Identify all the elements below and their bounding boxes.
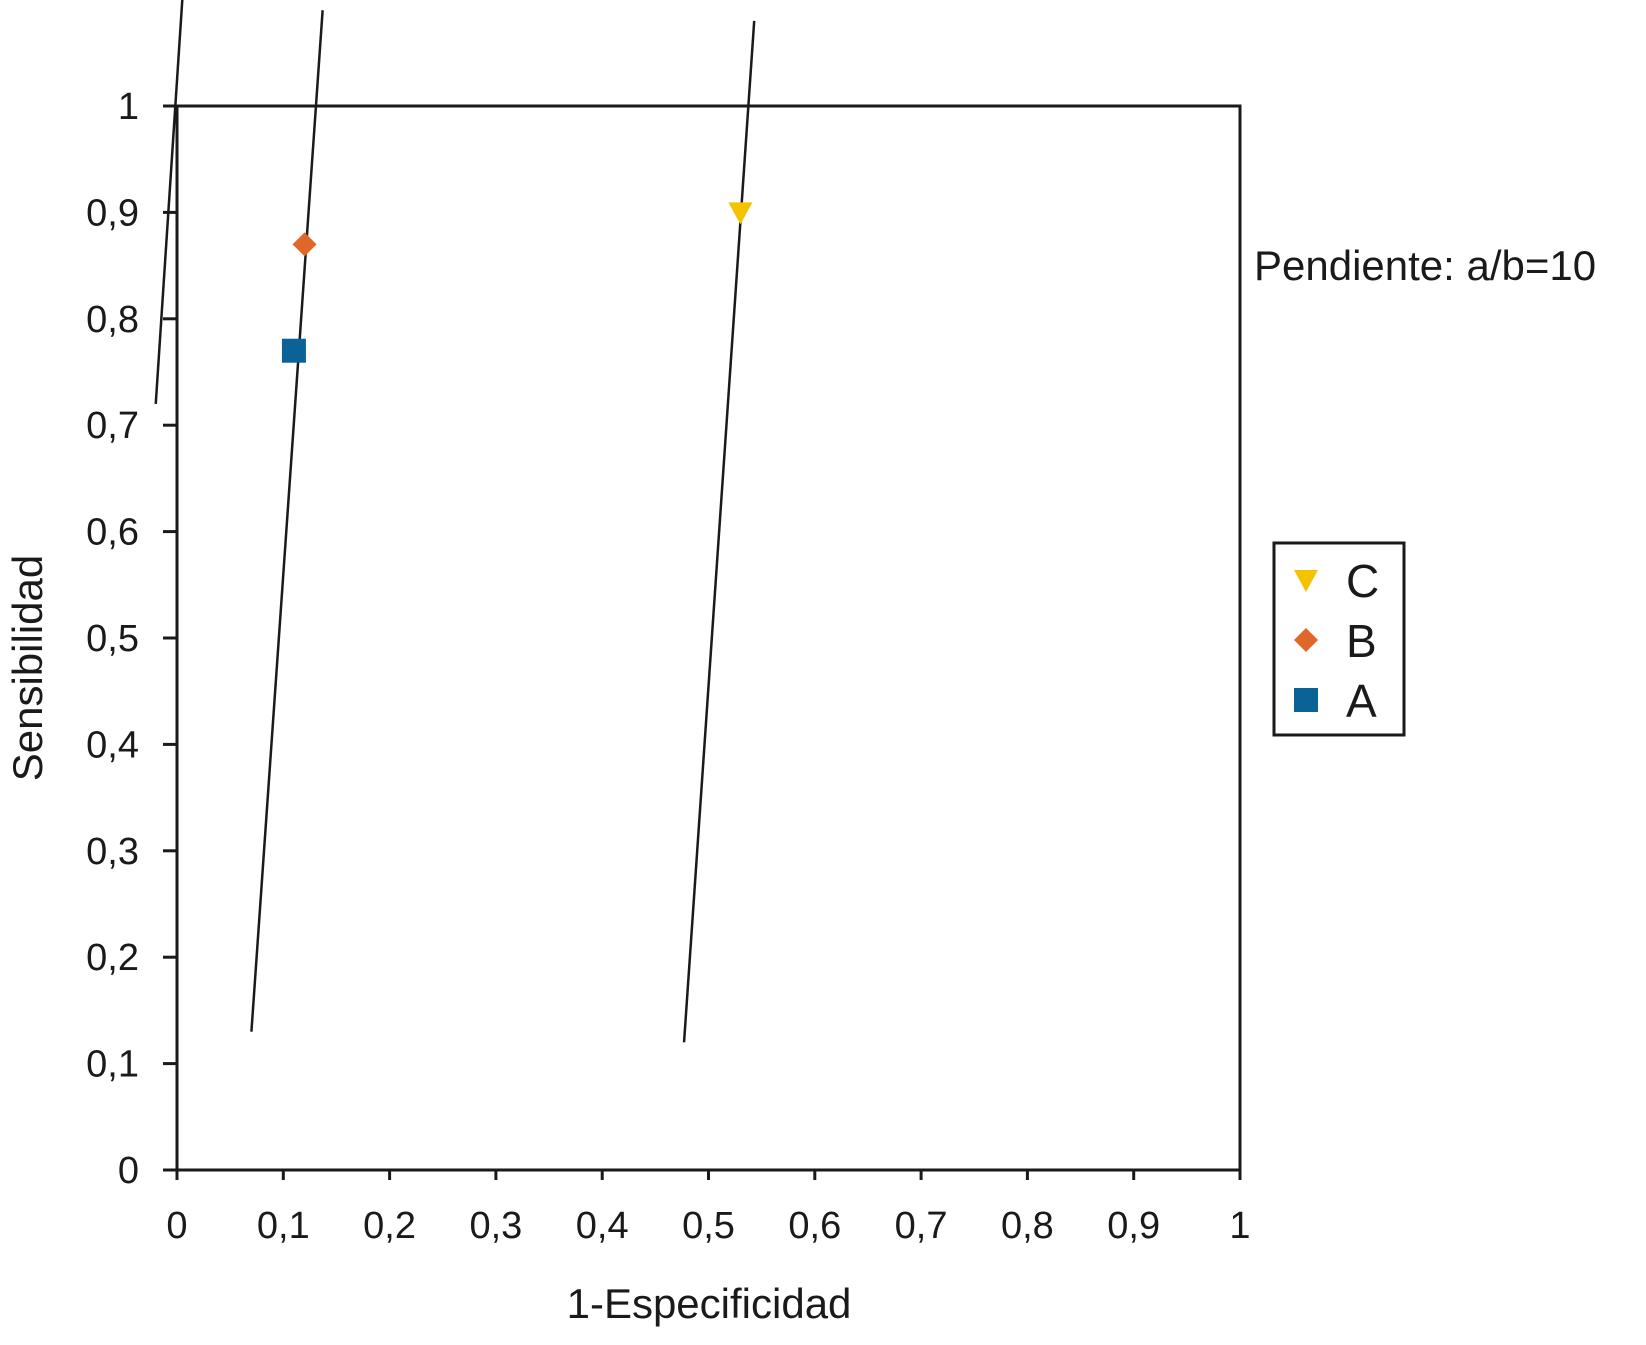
y-axis-ticks: 0 0,1 0,2 0,3 0,4 0,5 0,6 0,7 0,8 0,9 1 bbox=[86, 86, 177, 1192]
legend: CBA bbox=[1272, 541, 1406, 737]
y-tick-label: 0 bbox=[118, 1150, 139, 1192]
x-axis-ticks: 0 0,1 0,2 0,3 0,4 0,5 0,6 0,7 0,8 0,9 1 bbox=[166, 1170, 1251, 1247]
legend-label-a: A bbox=[1346, 675, 1377, 727]
iso-line-3 bbox=[682, 20, 756, 1043]
slope-annotation: Pendiente: a/b=10 bbox=[1254, 242, 1596, 289]
x-tick-label: 1 bbox=[1229, 1205, 1250, 1247]
legend-label-c: C bbox=[1346, 555, 1379, 607]
x-tick-label: 0,9 bbox=[1107, 1205, 1160, 1247]
x-tick-label: 0,3 bbox=[469, 1205, 522, 1247]
x-tick-label: 0,2 bbox=[363, 1205, 416, 1247]
y-tick-label: 0,1 bbox=[86, 1044, 139, 1086]
x-tick-label: 0,6 bbox=[788, 1205, 841, 1247]
y-tick-label: 0,2 bbox=[86, 937, 139, 979]
plot-frame bbox=[175, 104, 1242, 1172]
legend-box bbox=[1272, 541, 1406, 737]
x-tick-label: 0,1 bbox=[257, 1205, 310, 1247]
legend-swatch-b bbox=[1294, 628, 1318, 652]
x-axis-title: 1-Especificidad bbox=[567, 1280, 852, 1327]
y-tick-label: 1 bbox=[118, 86, 139, 128]
legend-swatch-a bbox=[1294, 688, 1318, 712]
x-tick-label: 0,4 bbox=[576, 1205, 629, 1247]
iso-line-2 bbox=[250, 10, 324, 1032]
y-axis-title: Sensibilidad bbox=[4, 555, 51, 782]
y-tick-label: 0,6 bbox=[86, 512, 139, 554]
y-tick-label: 0,3 bbox=[86, 831, 139, 873]
x-tick-label: 0,7 bbox=[895, 1205, 948, 1247]
y-tick-label: 0,5 bbox=[86, 618, 139, 660]
marker-b bbox=[292, 232, 317, 257]
y-tick-label: 0,8 bbox=[86, 299, 139, 341]
legend-label-b: B bbox=[1346, 615, 1377, 667]
y-tick-label: 0,4 bbox=[86, 724, 139, 766]
x-tick-label: 0 bbox=[166, 1205, 187, 1247]
iso-line-1 bbox=[154, 0, 184, 405]
iso-slope-lines bbox=[154, 0, 756, 1043]
legend-swatch-c bbox=[1294, 570, 1318, 592]
y-tick-label: 0,7 bbox=[86, 405, 139, 447]
marker-c bbox=[728, 202, 753, 225]
y-tick-label: 0,9 bbox=[86, 192, 139, 234]
x-tick-label: 0,5 bbox=[682, 1205, 735, 1247]
x-tick-label: 0,8 bbox=[1001, 1205, 1054, 1247]
marker-a bbox=[281, 338, 306, 363]
data-markers bbox=[281, 202, 753, 363]
